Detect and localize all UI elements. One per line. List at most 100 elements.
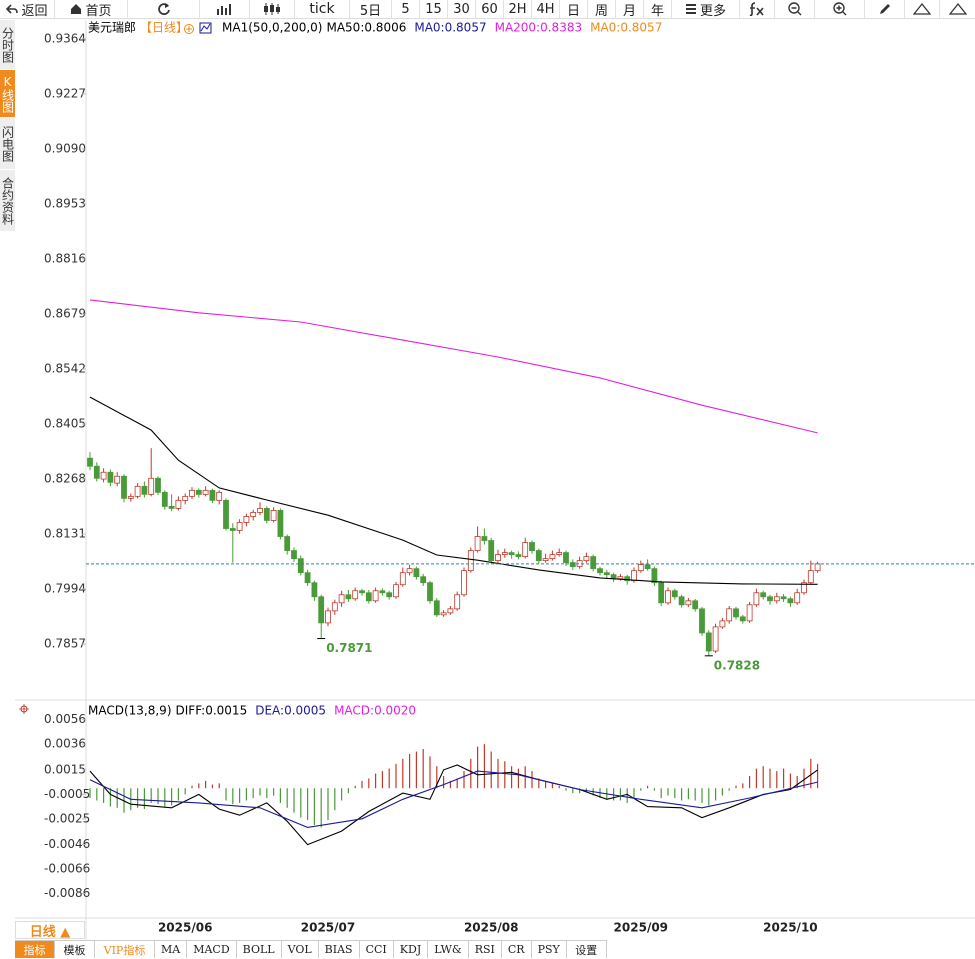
side-tab[interactable]: 分时图	[0, 20, 15, 70]
indicator-tab[interactable]: RSI	[469, 941, 502, 958]
add-icon[interactable]	[184, 24, 194, 34]
formula-button[interactable]	[740, 0, 775, 18]
legend-entry: DIFF:0.0015	[176, 704, 248, 718]
period-button[interactable]: 日	[560, 0, 588, 19]
period-selector[interactable]: 日线 ▲	[15, 921, 85, 940]
x-tick-label: 2025/08	[464, 921, 518, 935]
candle-body	[236, 522, 243, 531]
y-tick-label: 0.0036	[44, 737, 86, 751]
zoom-out-button[interactable]	[775, 0, 815, 18]
legend-entry: MA50:0.8006	[326, 21, 406, 35]
period-button[interactable]: 4H	[532, 0, 560, 18]
period-button[interactable]: 5	[392, 0, 420, 18]
macd-bar	[293, 788, 295, 813]
side-tab[interactable]: K线图	[0, 70, 15, 118]
candle-body	[678, 596, 685, 606]
y-tick-label: 0.8405	[44, 417, 86, 431]
macd-bar	[762, 766, 764, 789]
macd-bar	[619, 788, 621, 801]
period-button[interactable]: 周	[588, 0, 616, 19]
candle-body	[719, 620, 726, 628]
home-button[interactable]: 首页	[55, 0, 128, 19]
settings-icon[interactable]	[19, 704, 29, 714]
macd-bar	[239, 788, 241, 803]
candle-body	[223, 499, 229, 529]
indicator-tab[interactable]: BOLL	[237, 941, 282, 958]
candle-button[interactable]	[250, 0, 295, 18]
indicator-tab[interactable]: 设置	[567, 941, 607, 958]
indicator-tab[interactable]: PSY	[532, 941, 567, 958]
period-button[interactable]: 60	[476, 0, 504, 18]
back-button[interactable]: 返回	[0, 0, 55, 19]
indicator-icon[interactable]	[199, 22, 212, 34]
shape-button[interactable]	[905, 0, 940, 18]
period-button[interactable]: 2H	[504, 0, 532, 18]
candle-body	[175, 499, 182, 509]
candle-body	[522, 542, 529, 558]
period-button[interactable]: 30	[448, 0, 476, 18]
y-tick-label: 0.7857	[44, 637, 86, 651]
candle-body	[331, 602, 338, 612]
macd-bar	[395, 763, 397, 789]
period-button[interactable]: 5日	[350, 0, 392, 19]
indicator-tab[interactable]: MA	[155, 941, 188, 958]
side-tab[interactable]: 闪电图	[0, 118, 15, 170]
indicator-tab[interactable]: KDJ	[394, 941, 429, 958]
indicator-tab[interactable]: MACD	[187, 941, 237, 958]
pencil-icon	[879, 4, 890, 14]
macd-bar	[205, 780, 207, 789]
draw-button[interactable]	[865, 0, 905, 18]
button-label: tick	[309, 1, 335, 17]
macd-bar	[483, 744, 485, 789]
indicator-tab[interactable]: CR	[502, 941, 532, 958]
more-button[interactable]: 更多	[672, 0, 740, 19]
indicator-tab[interactable]: LW&	[428, 941, 469, 958]
button-label: 月	[622, 3, 636, 19]
candle-body	[182, 495, 189, 501]
zoom-in-button[interactable]	[815, 0, 865, 18]
macd-bar	[538, 778, 540, 789]
macd-bar	[347, 788, 349, 794]
candle-body	[685, 600, 692, 606]
macd-bar	[109, 788, 111, 807]
candle-body	[399, 572, 406, 586]
indicator-tab[interactable]: CCI	[360, 941, 394, 958]
chart-button[interactable]	[200, 0, 250, 18]
candle-body	[651, 568, 658, 584]
menu-icon	[685, 4, 696, 14]
candle-body	[352, 590, 359, 600]
period-button[interactable]: 年	[644, 0, 672, 19]
y-tick-label: 0.9227	[44, 86, 86, 100]
macd-bar	[803, 768, 805, 789]
indicator-tab[interactable]: BIAS	[319, 941, 360, 958]
candle-body	[155, 477, 161, 493]
period-button[interactable]: 15	[420, 0, 448, 18]
refresh-button[interactable]	[128, 0, 200, 18]
macd-bar	[320, 788, 322, 828]
candle-body	[93, 465, 100, 479]
macd-bar	[783, 768, 785, 789]
macd-bar	[164, 788, 166, 807]
shape-button[interactable]	[940, 0, 975, 18]
home-icon	[71, 4, 82, 14]
y-tick-label: 0.8542	[44, 362, 86, 376]
macd-bar	[789, 773, 791, 789]
macd-bar	[225, 788, 227, 801]
period-button[interactable]: 月	[616, 0, 644, 19]
macd-bar	[742, 783, 744, 789]
indicator-tab[interactable]: 指标	[15, 941, 55, 958]
indicator-tab[interactable]: VIP指标	[95, 941, 155, 958]
macd-bar	[103, 788, 105, 803]
indicator-tabs: 指标 模板 VIP指标 MA MACD BOLL VOL BIAS CCI KD…	[15, 940, 607, 959]
y-tick-label: 0.8679	[44, 307, 86, 321]
button-label: 返回	[21, 3, 48, 19]
indicator-tab[interactable]: 模板	[55, 941, 95, 958]
candle-body	[250, 512, 257, 517]
period-button[interactable]: tick	[295, 0, 350, 18]
candle-body	[284, 536, 291, 551]
candle-body	[386, 592, 393, 598]
indicator-tab[interactable]: VOL	[282, 941, 319, 958]
side-tab[interactable]: 合约资料	[0, 170, 15, 232]
